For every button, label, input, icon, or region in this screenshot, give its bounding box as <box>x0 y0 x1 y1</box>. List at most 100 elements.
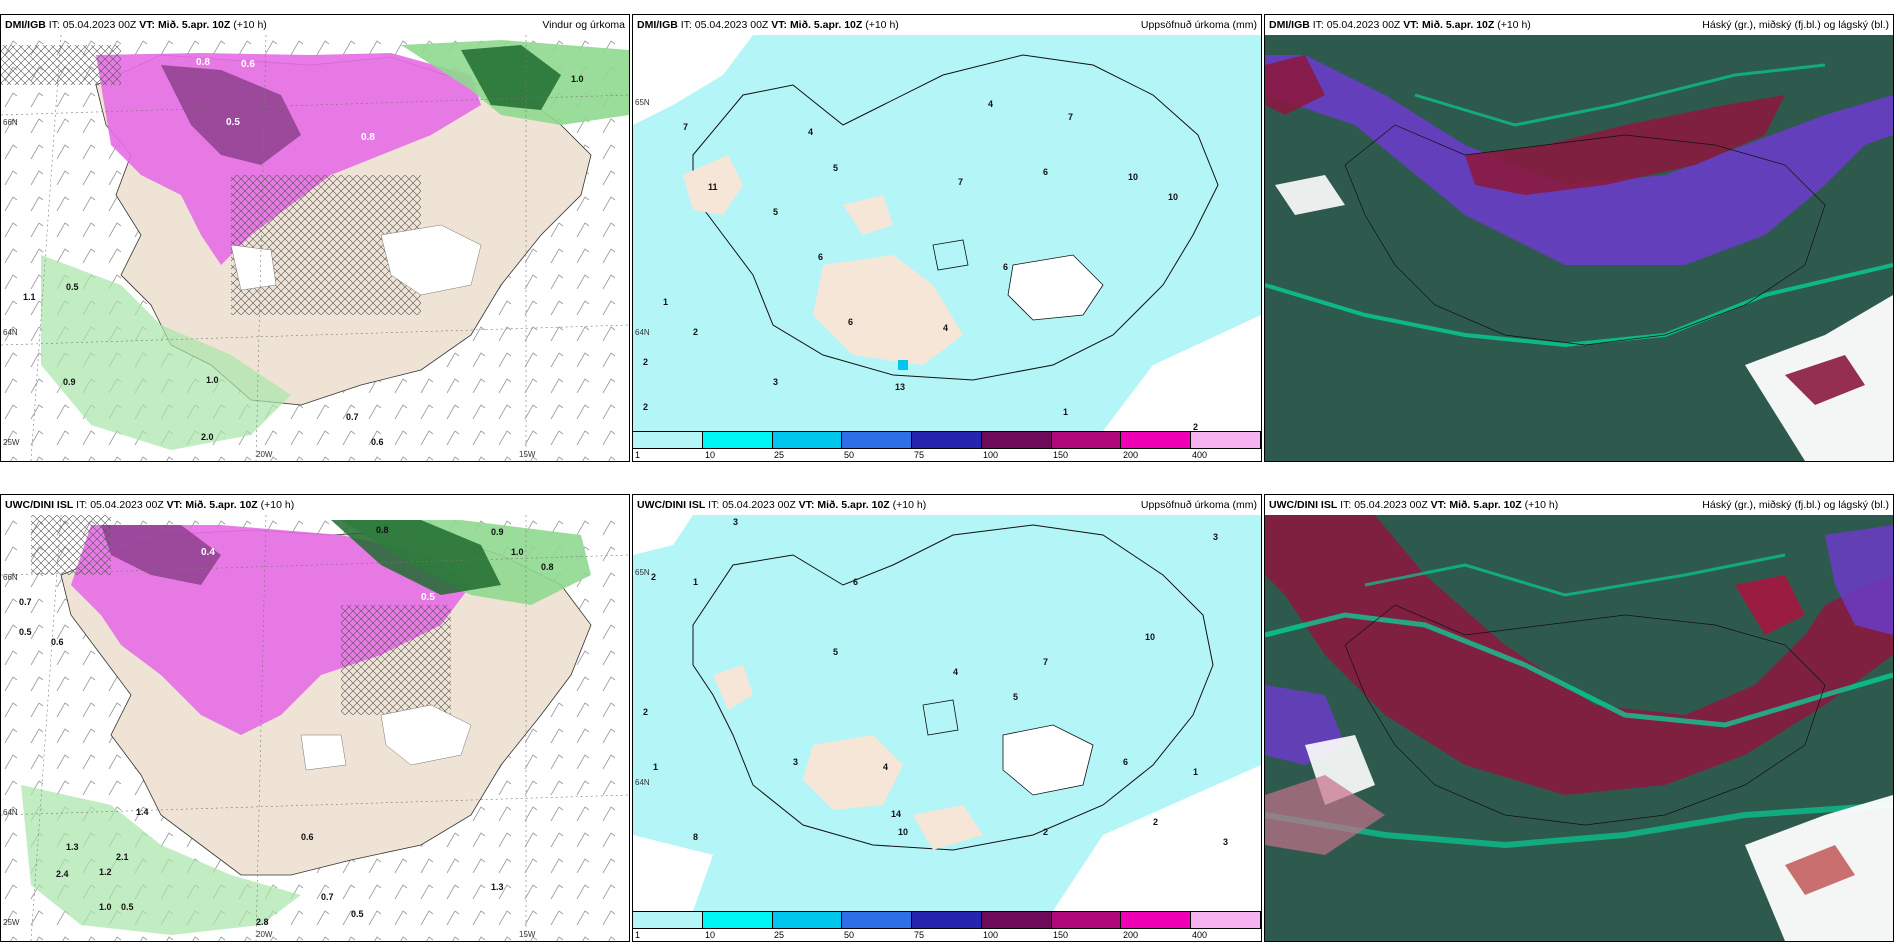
iceland-outline <box>692 524 1214 851</box>
glacier-white <box>380 224 482 296</box>
colorbar-label: 1 <box>635 930 641 940</box>
precip-value: 0.5 <box>121 902 134 912</box>
mid-cloud-blue <box>1825 525 1893 635</box>
axis-label: 66N <box>3 573 18 582</box>
accum-value: 2 <box>643 707 648 717</box>
source-label: DMI/IGB <box>5 19 46 31</box>
precip-dark-green <box>461 45 561 110</box>
precip-value: 1.0 <box>571 74 584 84</box>
cloud-edge-3 <box>1364 553 1786 597</box>
lead-time: (+10 h) <box>1524 499 1559 511</box>
precip-value: 1.1 <box>23 292 36 302</box>
precip-value: 0.6 <box>241 59 255 70</box>
it-label: IT: <box>48 19 60 31</box>
accum-value: 2 <box>643 357 648 367</box>
panel-bottom-left: UWC/DINI ISL IT: 05.04.2023 00Z VT: Mið.… <box>0 494 630 942</box>
precip-value: 0.6 <box>301 832 314 842</box>
colorbar-label: 400 <box>1192 450 1208 460</box>
map-wind-precip[interactable]: 66N 64N 25W 20W 15W 0.4 0.8 0.9 1.0 0.8 … <box>1 515 629 941</box>
accum-hotspot <box>898 360 908 370</box>
axis-label: 25W <box>3 438 20 447</box>
lead-time: (+10 h) <box>260 499 295 511</box>
low-cloud-red <box>1465 95 1785 195</box>
accum-value: 7 <box>683 122 688 132</box>
panel-header: UWC/DINI ISL IT: 05.04.2023 00Z VT: Mið.… <box>633 495 1261 515</box>
vt-value: Mið. 5.apr. 10Z <box>789 19 863 31</box>
axis-label: 20W <box>256 450 273 459</box>
it-value: 05.04.2023 00Z <box>90 499 164 511</box>
precip-value: 1.0 <box>206 375 219 385</box>
colorbar-label: 50 <box>844 930 855 940</box>
lead-time: (+10 h) <box>865 19 899 31</box>
colorbar-labels: 1 10 25 50 75 100 150 200 400 <box>633 930 1261 941</box>
map-canvas <box>1265 515 1893 941</box>
accum-value: 3 <box>733 517 738 527</box>
colorbar-label: 10 <box>705 450 716 460</box>
accum-value: 1 <box>1063 407 1068 417</box>
colorbar-cell <box>842 432 913 448</box>
vt-value: Mið. 5.apr. 10Z <box>185 499 258 511</box>
glacier-outline <box>1002 724 1094 796</box>
map-accumulated-precip[interactable]: 65N 64N 7 4 7 6 10 10 7 6 6 4 6 1 2 2 2 … <box>633 35 1261 431</box>
accum-value: 2 <box>1153 817 1158 827</box>
colorbar-cell <box>1121 912 1192 928</box>
colorbar-label: 25 <box>774 450 785 460</box>
colorbar-cell <box>1051 912 1122 928</box>
vt-label: VT: <box>166 499 183 511</box>
precip-green-south <box>41 255 291 450</box>
accum-value: 5 <box>773 207 778 217</box>
axis-label: 64N <box>3 328 18 337</box>
accum-value: 7 <box>1043 657 1048 667</box>
axis-label: 65N <box>635 98 650 107</box>
colorbar-cell <box>981 432 1052 448</box>
accum-value: 10 <box>898 827 908 837</box>
accum-value: 6 <box>1003 262 1008 272</box>
precip-value: 0.5 <box>66 282 79 292</box>
accum-value: 1 <box>693 577 698 587</box>
graticule <box>255 515 267 941</box>
it-label: IT: <box>76 499 88 511</box>
precip-dark-purple <box>161 65 301 165</box>
precip-value: 0.5 <box>421 592 435 603</box>
colorbar-label: 10 <box>705 930 716 940</box>
colorbar-label: 75 <box>914 930 925 940</box>
accum-value: 6 <box>818 252 823 262</box>
precip-value: 0.8 <box>361 132 375 143</box>
land-no-precip-2 <box>713 665 753 710</box>
glacier-white <box>380 704 472 766</box>
glacier-white-2 <box>300 734 347 771</box>
vt-label: VT: <box>798 499 815 511</box>
it-value: 05.04.2023 00Z <box>694 19 769 31</box>
axis-label: 25W <box>3 918 20 927</box>
precip-value: 0.8 <box>196 57 210 68</box>
colorbar-cell <box>1051 432 1122 448</box>
accum-value: 6 <box>1123 757 1128 767</box>
accum-value: 6 <box>848 317 853 327</box>
axis-label: 65N <box>635 568 650 577</box>
vt-value: Mið. 5.apr. 10Z <box>1449 499 1522 511</box>
accum-value: 3 <box>1223 837 1228 847</box>
land-no-precip-3 <box>843 195 893 235</box>
graticule <box>30 515 62 941</box>
accum-value: 4 <box>988 99 993 109</box>
precip-value: 0.5 <box>19 627 32 637</box>
colorbar: 1 10 25 50 75 100 150 200 400 <box>633 431 1261 461</box>
colorbar-label: 150 <box>1053 930 1069 940</box>
accum-value: 2 <box>643 402 648 412</box>
accum-value: 1 <box>653 762 658 772</box>
panel-title: Háský (gr.), miðský (fj.bl.) og lágský (… <box>1702 499 1889 511</box>
accum-value: 10 <box>1145 632 1155 642</box>
map-cloud-cover[interactable] <box>1265 35 1893 461</box>
panel-top-middle: DMI/IGB IT: 05.04.2023 00Z VT: Mið. 5.ap… <box>632 14 1262 462</box>
map-accumulated-precip[interactable]: 65N 64N 3 2 1 6 5 4 7 10 3 2 1 8 14 10 2… <box>633 515 1261 911</box>
hatch-area <box>341 605 451 715</box>
colorbar-cell <box>1191 432 1261 448</box>
map-wind-precip[interactable]: 66N 64N 25W 20W 15W 0.8 0.6 1.0 0.5 0.8 … <box>1 35 629 461</box>
map-cloud-cover[interactable] <box>1265 515 1893 941</box>
panel-title: Háský (gr.), miðský (fj.bl.) og lágský (… <box>1702 19 1889 31</box>
map-canvas <box>1265 35 1893 461</box>
panel-title: Vindur og úrkoma <box>542 19 625 31</box>
no-precip-sea <box>633 515 693 555</box>
panel-top-left: DMI/IGB IT: 05.04.2023 00Z VT: Mið. 5.ap… <box>0 14 630 462</box>
iceland-outline <box>1344 604 1826 826</box>
